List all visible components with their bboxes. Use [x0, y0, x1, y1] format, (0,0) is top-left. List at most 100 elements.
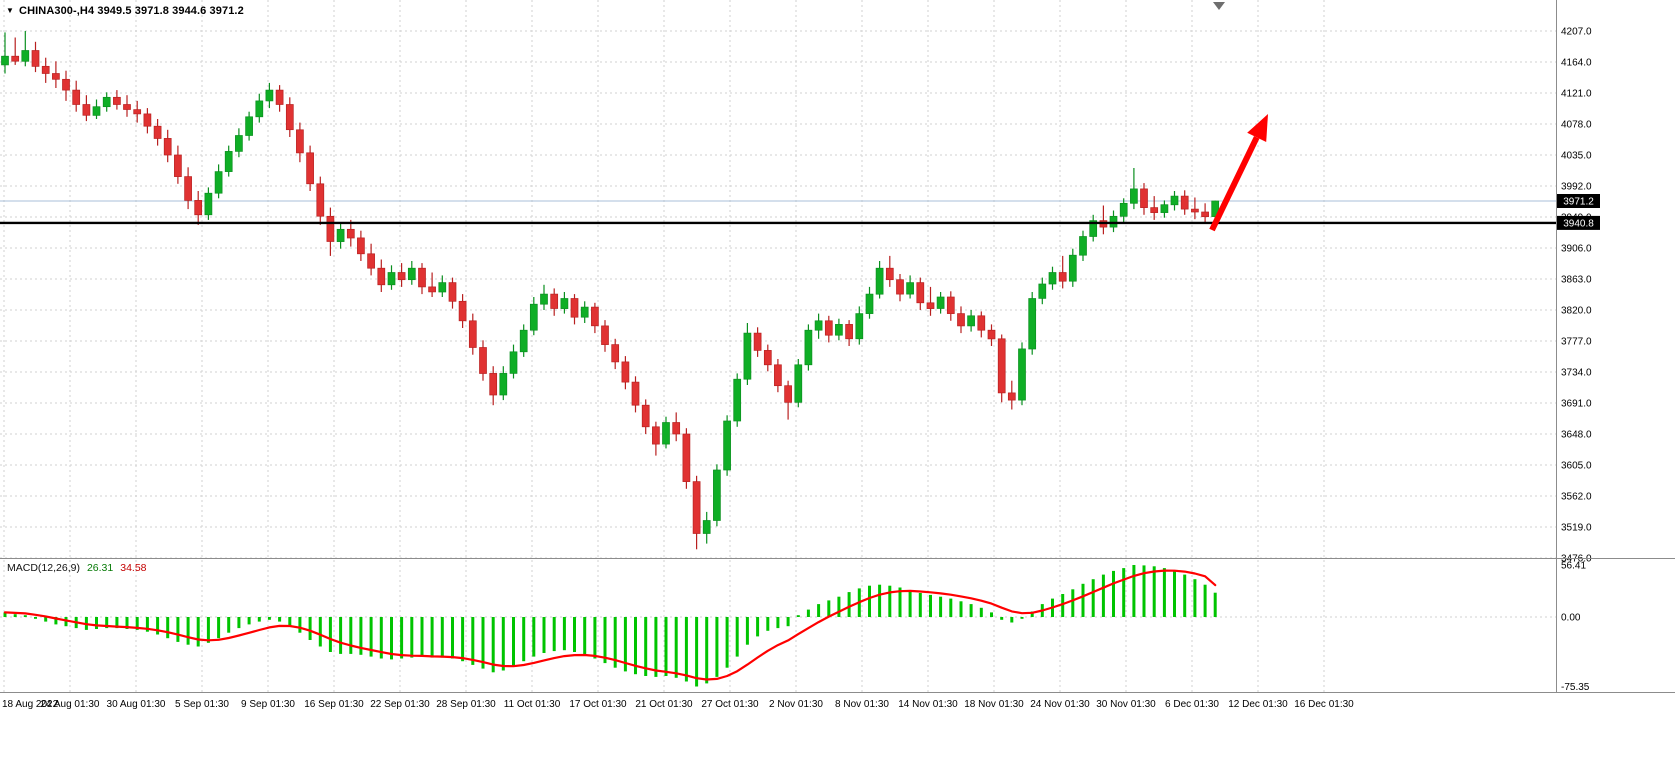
candle-body [1160, 204, 1169, 213]
price-tag-level [1557, 215, 1600, 230]
price-tick-label: 3648.0 [1561, 430, 1592, 441]
macd-histogram-bar [369, 617, 373, 657]
trend-arrow-shaft[interactable] [1209, 136, 1260, 232]
candle-body [855, 313, 864, 340]
macd-histogram-bar [227, 617, 231, 633]
candle-body [1018, 348, 1026, 401]
candle-body [468, 320, 477, 348]
candle-body [509, 351, 518, 374]
candle-body [1119, 202, 1128, 217]
time-tick-label: 30 Aug 01:30 [107, 699, 166, 710]
candle-body [316, 183, 325, 217]
macd-histogram-bar [461, 617, 465, 662]
macd-histogram-bar [979, 607, 983, 617]
candle-body [1058, 272, 1067, 282]
candle-body [11, 55, 20, 62]
macd-histogram-bar [532, 617, 536, 657]
one-click-trading-expander-icon[interactable]: ▼ [6, 6, 15, 15]
time-tick-label: 24 Aug 01:30 [41, 699, 100, 710]
macd-histogram-bar [705, 617, 709, 684]
candle-body [723, 420, 731, 471]
candle-body [560, 298, 569, 309]
candle-body [153, 125, 162, 139]
macd-histogram-bar [542, 617, 546, 653]
macd-histogram-bar [390, 617, 393, 660]
candle-body [885, 267, 894, 281]
macd-histogram-bar [593, 617, 597, 659]
candle-body [479, 347, 487, 374]
candle-body [702, 520, 711, 534]
candle-body [540, 293, 548, 305]
candle-body [794, 364, 803, 403]
macd-histogram-bar [898, 587, 902, 617]
candle-body [621, 361, 630, 383]
candle-body [428, 286, 436, 293]
candle-body [1068, 254, 1077, 282]
macd-histogram-bar [471, 617, 475, 665]
candle-body [113, 96, 121, 105]
candle-body [692, 481, 701, 534]
macd-histogram-bar [868, 585, 871, 617]
price-tick-label: 3906.0 [1561, 244, 1592, 255]
macd-histogram-bar [939, 596, 943, 617]
time-tick-label: 5 Sep 01:30 [175, 699, 229, 710]
price-tick-label: 3562.0 [1561, 492, 1592, 503]
candle-body [977, 315, 986, 331]
candle-body [41, 65, 50, 74]
candle-body [418, 267, 426, 288]
time-tick-label: 18 Nov 01:30 [964, 699, 1024, 710]
trend-arrow-head[interactable] [1247, 114, 1268, 142]
macd-histogram-bar [298, 617, 302, 633]
macd-histogram-bar [817, 604, 821, 617]
macd-histogram-bar [644, 617, 648, 676]
macd-histogram-bar [613, 617, 617, 668]
macd-histogram-bar [715, 617, 719, 677]
macd-histogram-bar [623, 617, 627, 672]
candle-body [214, 171, 223, 194]
macd-histogram-bar [766, 617, 770, 631]
macd-histogram-bar [420, 617, 424, 657]
candle-body [21, 50, 30, 62]
macd-histogram-bar [654, 617, 658, 677]
macd-histogram-bar [776, 617, 780, 629]
candle-body [224, 151, 233, 172]
macd-histogram-bar [1010, 617, 1014, 623]
macd-histogram-bar [44, 617, 48, 622]
macd-histogram-bar [339, 617, 343, 654]
candle-body [204, 192, 213, 216]
price-tick-label: 4121.0 [1561, 89, 1592, 100]
symbol-ohlc-header: ▼ CHINA300-,H4 3949.5 3971.8 3944.6 3971… [6, 5, 244, 17]
macd-histogram-bar [1030, 611, 1034, 617]
macd-histogram-bar [278, 617, 282, 622]
macd-histogram-bar [156, 617, 160, 635]
macd-histogram-bar [379, 617, 383, 659]
time-tick-label: 16 Dec 01:30 [1294, 699, 1354, 710]
candle-body [92, 106, 101, 116]
macd-histogram-bar [247, 617, 251, 625]
candle-body [265, 89, 274, 102]
macd-histogram-bar [349, 617, 353, 654]
macd-tick-label: 0.00 [1561, 613, 1581, 624]
macd-histogram-bar [573, 617, 576, 652]
price-tick-label: 3777.0 [1561, 337, 1592, 348]
macd-histogram-bar [1193, 579, 1197, 617]
candle-body [235, 135, 243, 152]
macd-histogram-bar [115, 617, 119, 629]
candle-body [662, 422, 670, 445]
candle-body [763, 350, 772, 366]
macd-histogram-bar [695, 617, 699, 687]
candle-body [997, 338, 1006, 394]
candle-body [784, 385, 792, 403]
candle-body [174, 154, 182, 177]
macd-signal-line [3, 569, 1217, 681]
macd-histogram-bar [186, 617, 190, 645]
candle-body [184, 176, 192, 201]
macd-indicator-label: MACD(12,26,9) 26.31 34.58 [7, 562, 147, 574]
candle-body [814, 320, 823, 331]
candle-body [896, 279, 904, 295]
macd-histogram-bar [969, 604, 973, 617]
candle-body [407, 267, 416, 281]
candle-body [519, 329, 528, 353]
chart-shift-marker-icon[interactable] [1213, 2, 1225, 10]
